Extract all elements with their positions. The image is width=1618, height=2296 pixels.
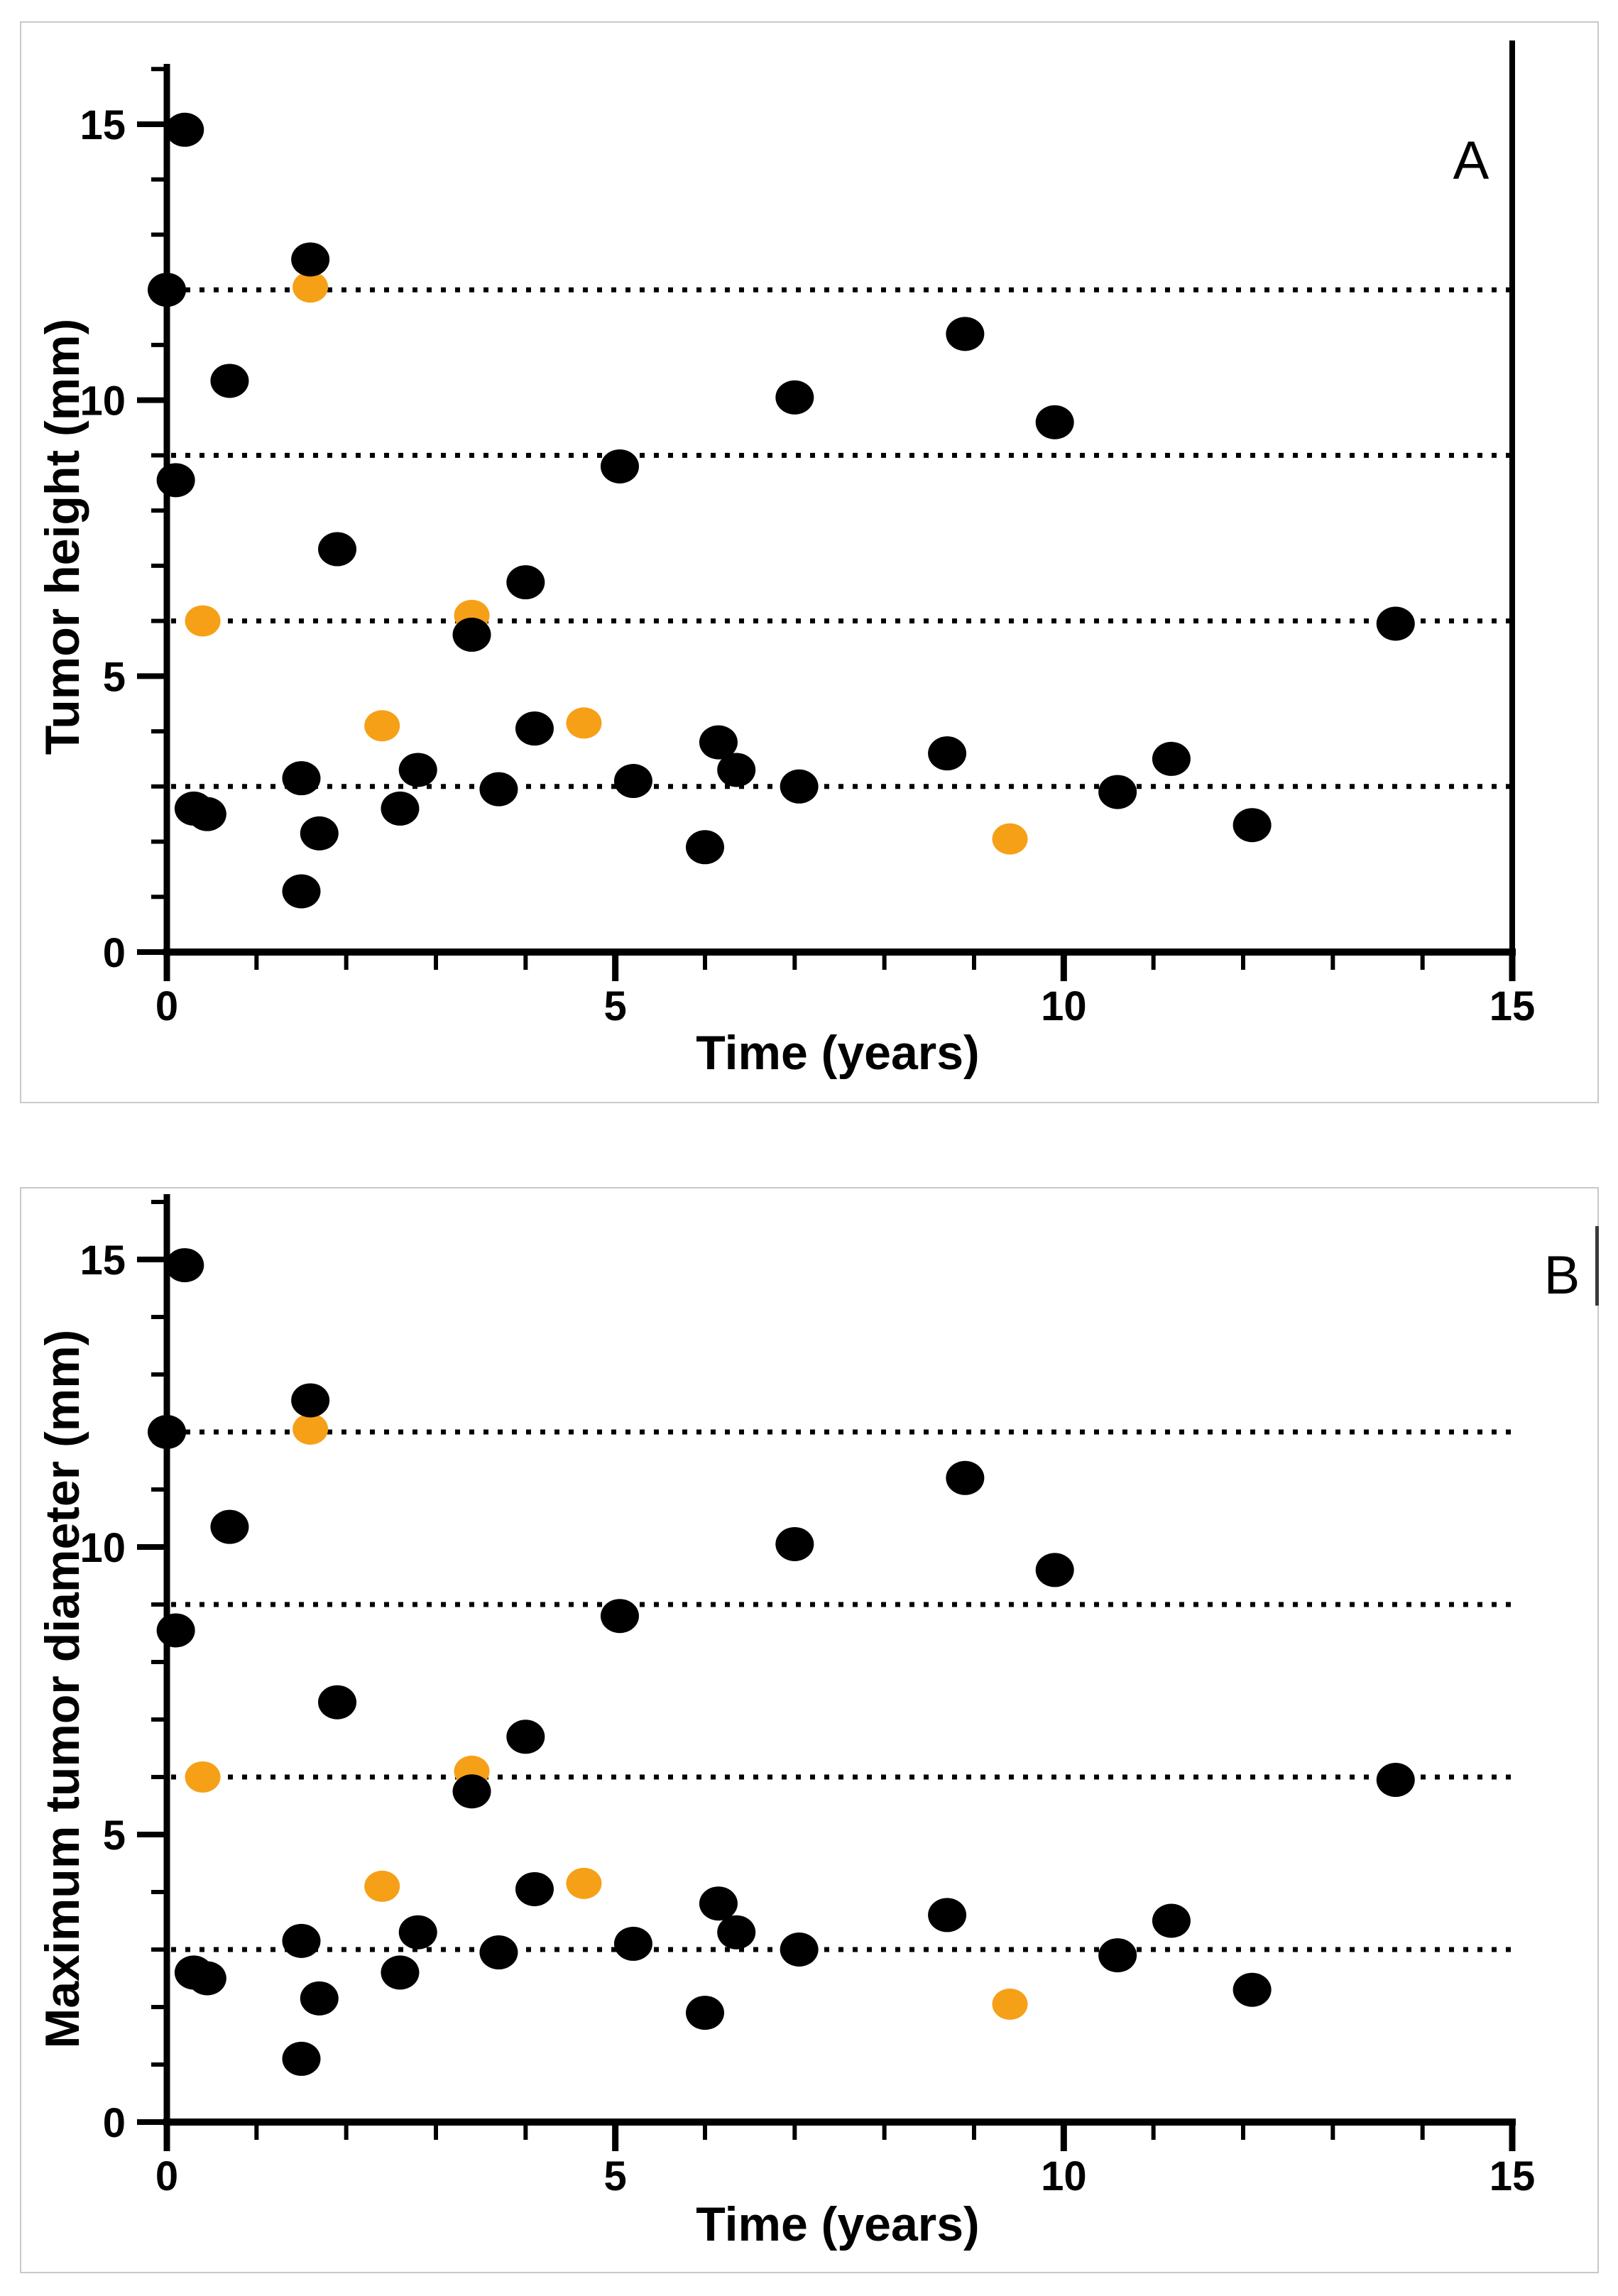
data-point-orange [364,710,400,742]
data-point-black [187,797,226,831]
data-point-black [1035,405,1074,439]
data-point-black [452,1774,491,1809]
data-point-black [1376,606,1415,641]
data-point-black [479,1935,518,1970]
data-point-black [928,736,967,771]
data-point-black [613,1926,652,1961]
data-point-black [506,1720,545,1754]
data-point-black [210,363,249,398]
data-point-black [282,874,321,909]
data-point-black [775,380,814,415]
x-tick-label-10: 10 [1041,2153,1087,2199]
data-point-black [291,1383,330,1418]
scatter-plot-a: 0 5 10 15 0 5 10 15 [80,40,1536,1029]
y-axis-title-b: Maximum tumor diameter (mm) [35,1329,89,2049]
x-axis-title-a: Time (years) [696,1026,980,1080]
data-point-orange [992,823,1028,855]
data-point-orange [364,1870,400,1902]
data-point-black [318,1685,357,1720]
y-tick-label-15: 15 [80,102,126,148]
y-tick-label-15: 15 [80,1237,126,1284]
data-point-orange [566,707,602,739]
data-point-black [600,1599,639,1634]
data-point-black [381,1955,420,1990]
data-point-black [1376,1763,1415,1798]
data-point-black [148,1415,186,1449]
y-axis-title-a: Tumor height (mm) [35,318,89,755]
data-point-orange [293,1413,329,1445]
x-tick-label-15: 15 [1489,2153,1536,2199]
x-tick-label-0: 0 [155,2153,178,2199]
data-point-black [600,449,639,483]
data-point-black [613,764,652,799]
panel-a: 0 5 10 15 0 5 10 15 A [20,21,1599,1103]
x-tick-label-0: 0 [155,983,178,1029]
data-point-black [1152,1903,1191,1938]
data-point-black [300,816,339,851]
data-point-orange [185,1761,221,1793]
y-tick-label-5: 5 [103,654,126,700]
data-point-black [946,1460,985,1495]
y-tick-label-10: 10 [80,378,126,425]
data-point-black [780,1933,819,1967]
panel-border-notch [1595,1226,1599,1306]
data-point-black [515,711,554,746]
data-point-orange [293,271,329,303]
data-point-black [291,242,330,277]
scatter-plot-b: 0 5 10 15 0 5 10 15 [80,1194,1536,2199]
y-tick-label-5: 5 [103,1813,126,1859]
data-point-black [1098,1938,1137,1973]
data-point-black [946,317,985,351]
x-tick-label-10: 10 [1041,983,1087,1029]
data-point-black [282,2041,321,2076]
data-point-black [398,753,437,787]
y-tick-label-0: 0 [103,2100,126,2146]
data-point-black [156,1613,195,1648]
data-point-black [282,1923,321,1958]
y-tick-label-0: 0 [103,930,126,976]
data-point-black [506,565,545,600]
data-point-black [318,532,357,567]
data-point-black [928,1898,967,1933]
x-tick-label-5: 5 [604,983,627,1029]
x-tick-label-5: 5 [604,2153,627,2199]
panel-b: 0 5 10 15 0 5 10 15 B [20,1187,1599,2273]
data-point-black [717,1915,756,1950]
data-point-black [1152,741,1191,776]
data-point-black [780,769,819,804]
data-point-black [210,1509,249,1544]
data-point-orange [992,1988,1028,2020]
data-point-orange [185,605,221,637]
data-point-black [515,1871,554,1906]
data-point-black [398,1915,437,1950]
data-point-black [300,1981,339,2016]
data-point-black [686,830,724,865]
panel-letter-b: B [1543,1245,1580,1306]
data-point-black [187,1961,226,1996]
data-point-orange [566,1867,602,1899]
data-point-black [699,1886,738,1921]
data-point-black [775,1526,814,1561]
data-point-black [1232,1972,1272,2007]
x-tick-label-15: 15 [1489,983,1536,1029]
data-point-black [165,112,204,147]
data-point-black [686,1996,724,2030]
data-point-black [699,725,738,760]
x-axis-title-b: Time (years) [696,2197,980,2251]
data-point-black [165,1248,204,1283]
panel-letter-a: A [1453,131,1489,191]
data-point-black [452,618,491,652]
data-point-black [1232,808,1272,843]
y-tick-label-10: 10 [80,1525,126,1571]
data-point-black [156,463,195,498]
data-point-black [1098,775,1137,809]
data-point-black [1035,1553,1074,1587]
data-point-black [282,761,321,796]
data-point-black [381,791,420,826]
data-point-black [479,772,518,807]
data-point-black [717,753,756,787]
data-point-black [148,273,186,307]
